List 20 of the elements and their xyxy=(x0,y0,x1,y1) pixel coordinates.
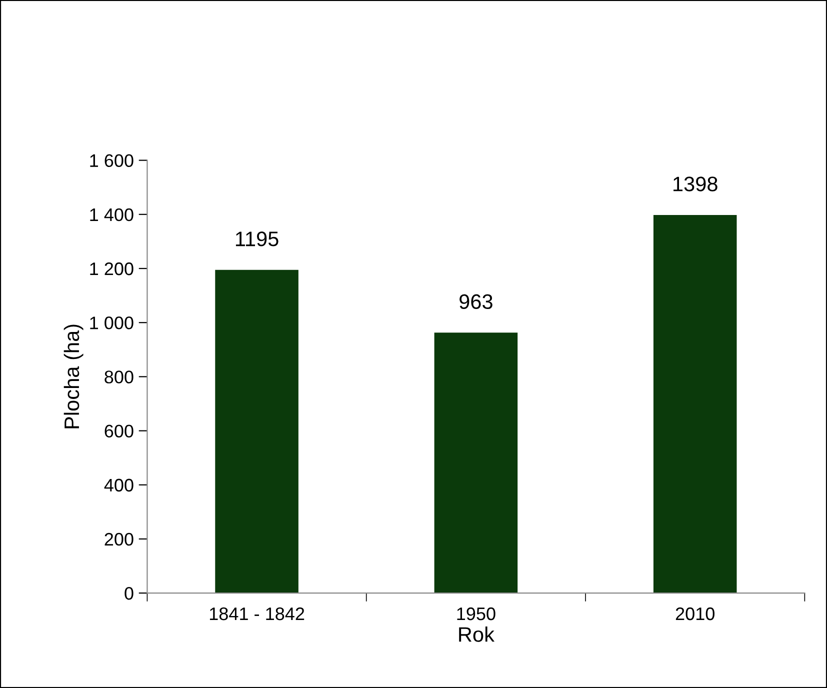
x-tick-label: 1841 - 1842 xyxy=(210,607,304,620)
x-axis-title: Rok xyxy=(459,626,494,642)
y-tick-label: 1 400 xyxy=(90,208,134,222)
y-tick-label: 800 xyxy=(104,370,134,384)
y-tick-label: 200 xyxy=(104,532,134,546)
y-tick-label: 400 xyxy=(104,478,134,492)
y-tick-label: 1 000 xyxy=(90,316,134,330)
bar xyxy=(215,270,298,594)
data-label: 1195 xyxy=(236,232,278,246)
bar xyxy=(434,332,518,594)
data-label: 963 xyxy=(460,294,492,310)
bar xyxy=(653,214,737,594)
x-tick-label: 2010 xyxy=(676,607,714,620)
y-tick-label: 1 200 xyxy=(90,262,134,276)
data-label: 1398 xyxy=(674,176,718,192)
y-tick-label: 600 xyxy=(104,424,134,438)
y-tick-label: 1 600 xyxy=(90,154,134,168)
y-tick-label: 0 xyxy=(124,586,134,600)
x-tick-label: 1950 xyxy=(457,607,496,620)
y-axis-title: Plocha (ha) xyxy=(64,324,84,428)
